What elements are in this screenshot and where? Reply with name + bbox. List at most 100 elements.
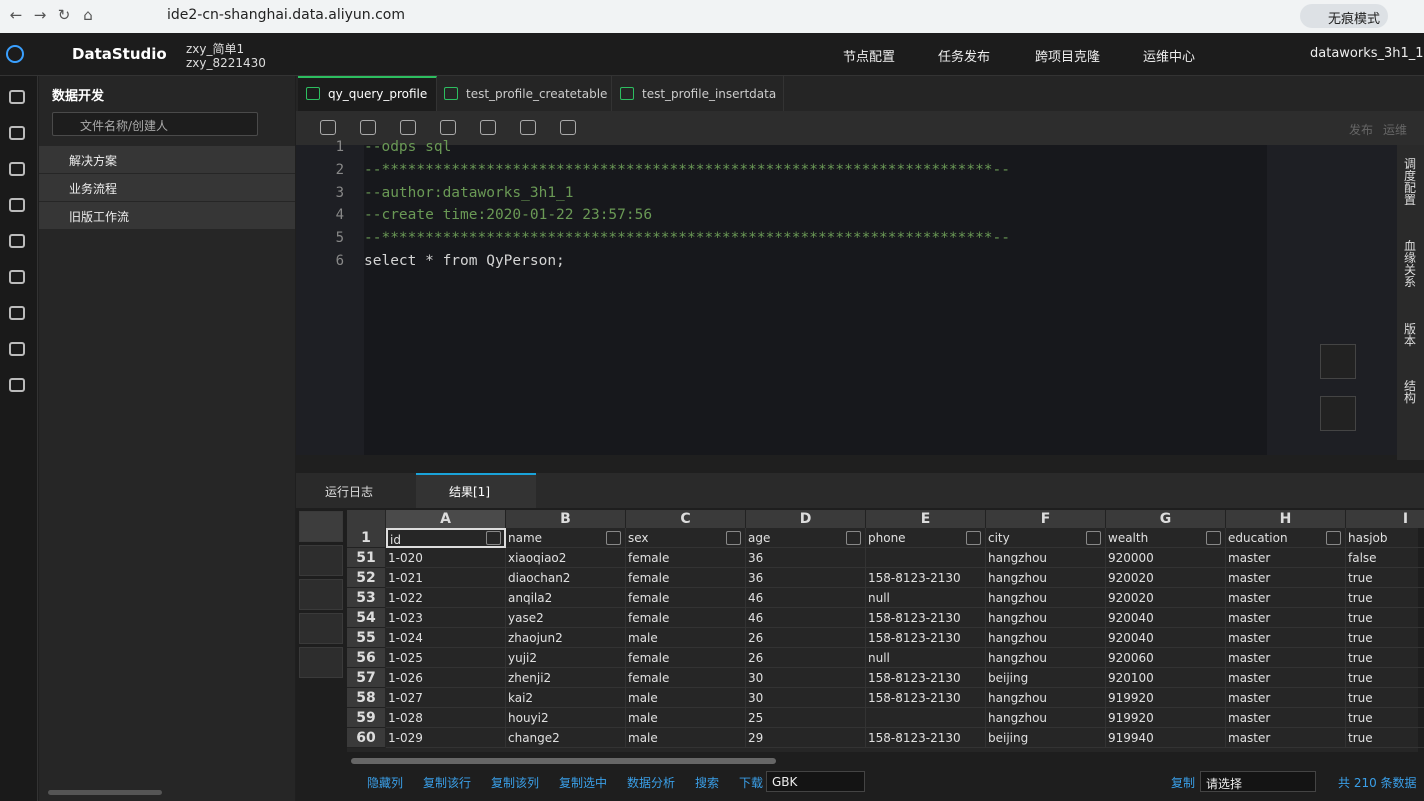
nav-icon[interactable] — [9, 126, 25, 140]
view-button[interactable] — [299, 545, 343, 576]
browser-button[interactable]: → — [33, 6, 47, 24]
tool-icon[interactable] — [560, 120, 576, 135]
url[interactable]: ide2-cn-shanghai.data.aliyun.com — [167, 7, 405, 23]
nav-icon[interactable] — [9, 342, 25, 356]
user[interactable]: dataworks_3h1_1 — [1310, 46, 1424, 61]
nav-icon[interactable] — [9, 198, 25, 212]
tool-icon[interactable] — [520, 120, 536, 135]
browser-button[interactable]: ↻ — [57, 6, 71, 24]
result-tab-label[interactable]: 结果[1] — [449, 485, 490, 499]
footer-action[interactable]: 复制该列 — [491, 776, 540, 790]
footer-action[interactable]: 复制选中 — [559, 776, 608, 790]
sidebar-scroll — [48, 790, 162, 795]
footer-action[interactable]: 下载 — [739, 776, 764, 790]
cell: 920020 — [1106, 568, 1226, 588]
log-tab[interactable]: 运行日志 — [325, 485, 374, 499]
line-number: 2 — [335, 161, 344, 178]
row-number: 52 — [347, 568, 385, 588]
right-tab[interactable]: 血缘关系 — [1404, 240, 1417, 288]
header-cell[interactable]: age — [746, 528, 866, 548]
ops[interactable]: 运维 — [1383, 123, 1408, 137]
publish[interactable]: 发布 — [1349, 123, 1374, 137]
tool-icon[interactable] — [440, 120, 456, 135]
header-cell[interactable]: hasjob — [1346, 528, 1424, 548]
result-tab[interactable] — [416, 473, 536, 508]
incognito[interactable]: 无痕模式 — [1300, 4, 1389, 28]
copy-select[interactable]: 请选择 — [1200, 771, 1316, 792]
tree-label[interactable]: 旧版工作流 — [69, 210, 130, 224]
nav-item[interactable]: 运维中心 — [1143, 50, 1196, 65]
tree-row[interactable] — [39, 202, 295, 229]
browser-button[interactable]: ← — [9, 6, 23, 24]
cell — [866, 548, 986, 568]
view-button[interactable] — [299, 647, 343, 678]
tool-icon[interactable] — [400, 120, 416, 135]
cell: master — [1226, 688, 1346, 708]
footer-action[interactable]: 隐藏列 — [367, 776, 404, 790]
fullscreen-btn[interactable] — [1320, 396, 1356, 431]
header-cell[interactable]: city — [986, 528, 1106, 548]
nav-item[interactable]: 跨项目克隆 — [1035, 50, 1101, 65]
nav-item[interactable]: 节点配置 — [843, 50, 896, 65]
tree-label[interactable]: 业务流程 — [69, 182, 118, 196]
browser-button[interactable]: ⌂ — [83, 6, 93, 24]
footer-action[interactable]: 搜索 — [695, 776, 720, 790]
tab-label[interactable]: test_profile_insertdata — [642, 87, 777, 101]
tool-icon[interactable] — [480, 120, 496, 135]
cell: 46 — [746, 608, 866, 628]
cell: 1-027 — [386, 688, 506, 708]
right-tab[interactable]: 版本 — [1404, 323, 1417, 347]
search-placeholder[interactable]: 文件名称/创建人 — [80, 119, 169, 133]
nav-icon[interactable] — [9, 162, 25, 176]
tab-label[interactable]: test_profile_createtable — [466, 87, 608, 101]
scroll-top-btn[interactable] — [1320, 344, 1356, 379]
nav-item[interactable]: 任务发布 — [938, 50, 991, 65]
right-tab[interactable]: 结构 — [1404, 380, 1417, 404]
header-cell[interactable]: name — [506, 528, 626, 548]
nav-icon[interactable] — [9, 378, 25, 392]
project-name[interactable]: zxy_简单1 — [186, 42, 245, 56]
right-tab[interactable]: 调度配置 — [1404, 158, 1417, 206]
filter-button[interactable] — [606, 531, 621, 545]
cell: male — [626, 708, 746, 728]
view-button[interactable] — [299, 613, 343, 644]
tree-row[interactable] — [39, 146, 295, 173]
footer-action[interactable]: 数据分析 — [627, 776, 676, 790]
filter-button[interactable] — [846, 531, 861, 545]
tab-label[interactable]: qy_query_profile — [328, 87, 428, 101]
nav-icon[interactable] — [9, 306, 25, 320]
header-cell[interactable]: phone — [866, 528, 986, 548]
cell: female — [626, 648, 746, 668]
copy-label[interactable]: 复制 — [1171, 776, 1196, 790]
header-cell[interactable]: education — [1226, 528, 1346, 548]
header-cell[interactable]: sex — [626, 528, 746, 548]
filter-button[interactable] — [486, 531, 501, 545]
view-button[interactable] — [299, 579, 343, 610]
editor-tab[interactable] — [438, 76, 612, 111]
nav-icon[interactable] — [9, 270, 25, 284]
editor-tab[interactable] — [298, 76, 437, 111]
encoding-select[interactable]: GBK — [766, 771, 865, 792]
tree-label[interactable]: 解决方案 — [69, 154, 118, 168]
view-button[interactable] — [299, 511, 343, 542]
cell: beijing — [986, 728, 1106, 748]
tool-icon[interactable] — [320, 120, 336, 135]
footer-action[interactable]: 复制该行 — [423, 776, 472, 790]
tool-icon[interactable] — [360, 120, 376, 135]
editor-tab[interactable] — [614, 76, 784, 111]
filter-button[interactable] — [1326, 531, 1341, 545]
header-cell[interactable]: wealth — [1106, 528, 1226, 548]
column-letter: C — [626, 510, 746, 528]
column-letter: A — [386, 510, 506, 528]
header-cell[interactable]: id — [386, 528, 506, 548]
filter-button[interactable] — [726, 531, 741, 545]
filter-button[interactable] — [966, 531, 981, 545]
filter-button[interactable] — [1086, 531, 1101, 545]
tree-row[interactable] — [39, 174, 295, 201]
cell: 36 — [746, 548, 866, 568]
filter-button[interactable] — [1206, 531, 1221, 545]
nav-icon[interactable] — [9, 90, 25, 104]
nav-icon[interactable] — [9, 234, 25, 248]
cell: 919920 — [1106, 688, 1226, 708]
